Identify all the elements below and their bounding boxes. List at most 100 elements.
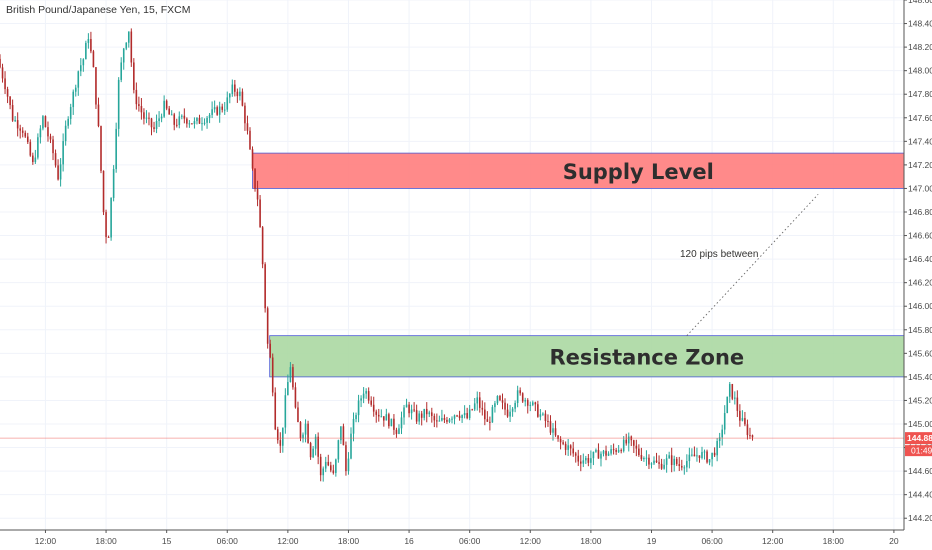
- candle-body: [87, 38, 90, 43]
- candle-body: [307, 423, 309, 444]
- candle-body: [322, 468, 325, 476]
- candle-body: [683, 467, 686, 469]
- candle-body: [216, 107, 218, 115]
- candle-body: [590, 458, 592, 463]
- y-tick-label: 147.200: [908, 160, 932, 170]
- candle-body: [231, 84, 234, 95]
- candle-body: [650, 463, 653, 465]
- candle-body: [178, 116, 181, 126]
- candle-body: [327, 461, 330, 466]
- candle-body: [501, 400, 504, 403]
- candle-body: [595, 449, 597, 452]
- candle-body: [504, 402, 506, 410]
- candle-body: [749, 435, 751, 437]
- candle-body: [223, 109, 226, 111]
- candle-body: [100, 126, 102, 171]
- candle-body: [342, 426, 345, 446]
- candle-body: [4, 78, 6, 90]
- y-tick-label: 146.200: [908, 278, 932, 288]
- candle-body: [658, 462, 660, 464]
- zone-label-0: Supply Level: [563, 160, 714, 184]
- candle-body: [57, 165, 59, 180]
- candle-body: [585, 458, 587, 461]
- x-tick-label: 06:00: [459, 536, 481, 546]
- candle-body: [390, 418, 393, 427]
- candle-body: [413, 409, 415, 411]
- candle-body: [468, 409, 471, 419]
- candle-body: [377, 414, 380, 417]
- candle-body: [256, 188, 259, 200]
- candle-body: [64, 125, 67, 142]
- candle-body: [562, 442, 564, 444]
- x-tick-label: 18:00: [823, 536, 845, 546]
- candle-body: [587, 458, 590, 463]
- candle-body: [678, 464, 681, 467]
- candle-body: [524, 400, 527, 402]
- y-tick-label: 145.600: [908, 348, 932, 358]
- candle-body: [274, 392, 277, 430]
- candle-body: [266, 308, 269, 344]
- x-tick-label: 06:00: [701, 536, 723, 546]
- candle-body: [208, 114, 211, 118]
- candle-body: [125, 42, 128, 49]
- candle-body: [319, 456, 322, 476]
- candle-body: [400, 417, 403, 429]
- candle-body: [226, 97, 229, 110]
- candle-body: [218, 106, 221, 115]
- y-tick-label: 146.400: [908, 254, 932, 264]
- candle-body: [385, 414, 388, 421]
- candle-body: [173, 114, 176, 125]
- candle-body: [408, 404, 410, 414]
- candle-body: [736, 397, 739, 411]
- candle-body: [557, 435, 559, 439]
- candle-body: [418, 413, 420, 422]
- candle-body: [461, 415, 463, 418]
- candle-body: [0, 58, 1, 68]
- candle-body: [82, 59, 85, 66]
- candle-body: [155, 121, 158, 129]
- candle-body: [569, 445, 572, 449]
- y-tick-label: 147.800: [908, 89, 932, 99]
- candle-body: [345, 445, 347, 472]
- candle-body: [415, 410, 418, 422]
- candle-body: [653, 460, 655, 464]
- candle-body: [537, 404, 539, 417]
- candle-body: [516, 390, 519, 404]
- candle-body: [673, 458, 676, 466]
- candle-body: [112, 169, 115, 198]
- y-tick-label: 148.400: [908, 19, 932, 29]
- candle-body: [622, 439, 625, 452]
- candle-body: [443, 418, 446, 420]
- candle-body: [85, 42, 87, 60]
- candle-body: [234, 84, 236, 92]
- candle-body: [282, 427, 284, 446]
- candle-body: [32, 155, 34, 162]
- candle-body: [519, 390, 521, 394]
- candle-body: [680, 466, 683, 468]
- candle-body: [183, 115, 186, 119]
- candle-body: [92, 51, 95, 68]
- candle-body: [241, 91, 244, 106]
- candle-body: [481, 407, 484, 410]
- x-tick-label: 18:00: [338, 536, 360, 546]
- y-tick-label: 148.200: [908, 42, 932, 52]
- candle-body: [670, 455, 673, 466]
- candle-body: [703, 451, 706, 453]
- candle-body: [665, 458, 668, 465]
- candle-body: [463, 413, 466, 416]
- candle-body: [26, 136, 29, 143]
- candle-body: [39, 128, 42, 138]
- candle-body: [302, 434, 304, 439]
- candle-body: [547, 420, 549, 422]
- candle-body: [625, 439, 628, 444]
- overlays: 120 pips between: [0, 194, 904, 439]
- candle-body: [718, 437, 721, 442]
- candle-body: [526, 400, 529, 406]
- candle-body: [332, 470, 335, 473]
- candle-body: [170, 114, 173, 116]
- candle-body: [352, 419, 355, 434]
- candle-body: [355, 415, 357, 420]
- candle-body: [438, 420, 441, 422]
- candle-body: [246, 123, 249, 131]
